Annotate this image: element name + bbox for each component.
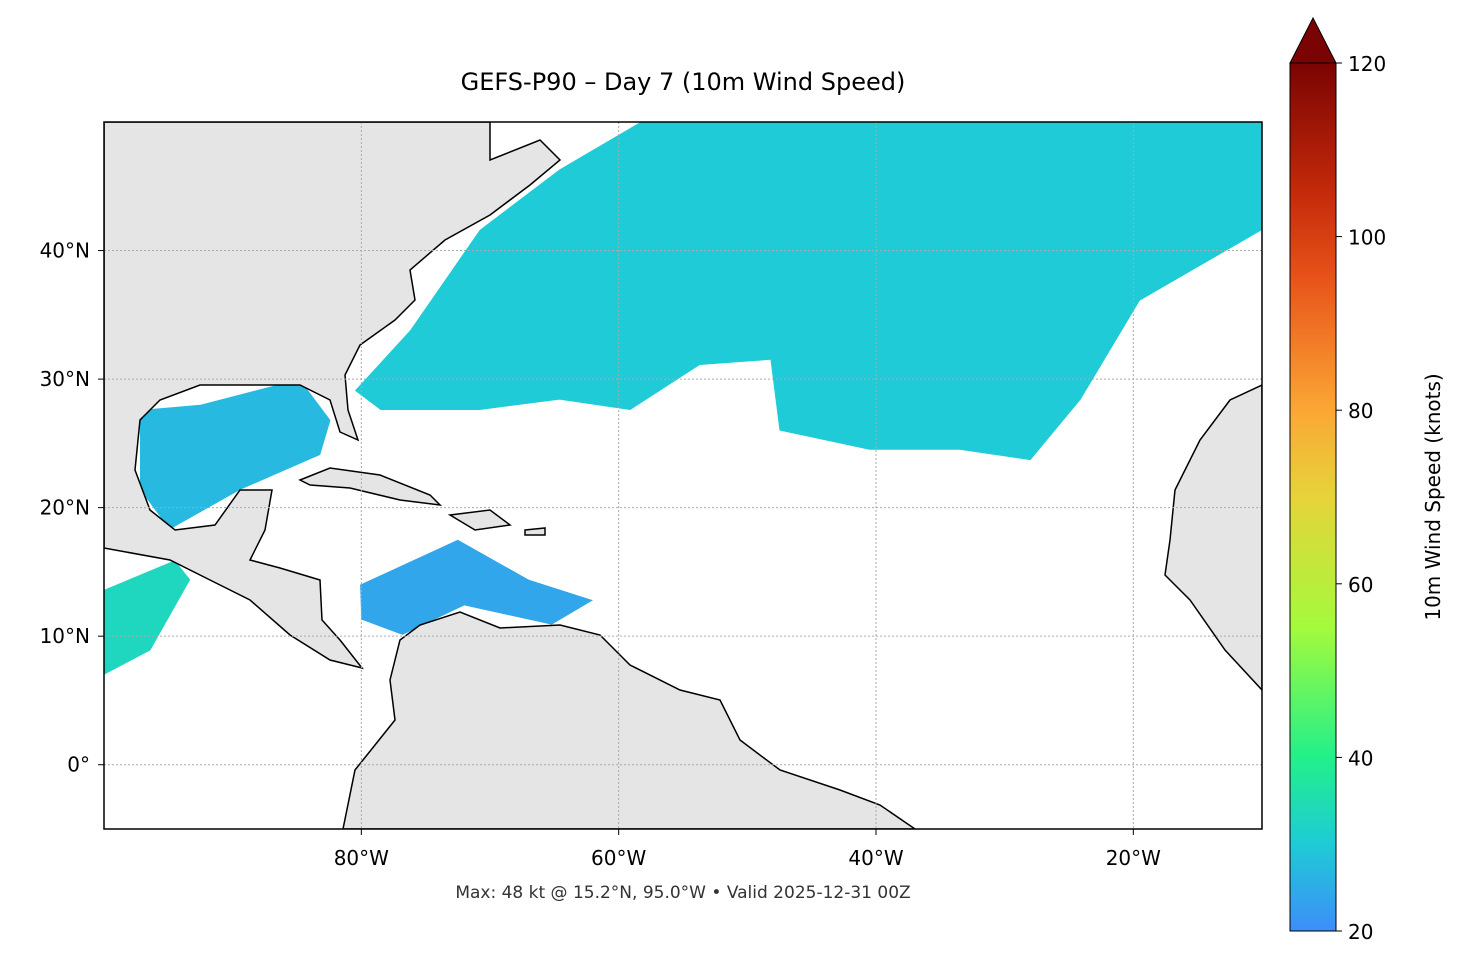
chart-title: GEFS-P90 – Day 7 (10m Wind Speed) — [461, 68, 906, 96]
colorbar-extend — [1289, 16, 1337, 64]
puerto-rico — [524, 527, 546, 536]
colorbar-tick-label: 120 — [1348, 52, 1386, 76]
colorbar-tick-label: 20 — [1348, 920, 1373, 944]
hispaniola — [447, 509, 512, 531]
africa — [1164, 384, 1262, 692]
colorbar-tick-label: 60 — [1348, 573, 1373, 597]
north-america — [104, 122, 562, 670]
wind-area — [360, 539, 593, 635]
y-tick-label: 30°N — [40, 367, 90, 391]
colorbar-tick-label: 100 — [1348, 226, 1386, 250]
grid-layer: 80°W 60°W 40°W 20°W 0° 10°N 20°N 30°N 40°N — [40, 122, 1262, 870]
cuba — [298, 467, 443, 507]
x-tick-label: 20°W — [1106, 846, 1161, 870]
y-tick-label: 0° — [67, 753, 90, 777]
y-tick-label: 40°N — [40, 239, 90, 263]
footer-note: Max: 48 kt @ 15.2°N, 95.0°W • Valid 2025… — [455, 883, 910, 903]
colorbar-label: 10m Wind Speed (knots) — [1421, 373, 1445, 620]
south-america — [342, 611, 917, 829]
wind-area — [104, 560, 191, 675]
land-layer — [104, 122, 1262, 829]
colorbar-tick-label: 80 — [1348, 399, 1373, 423]
x-tick-label: 80°W — [334, 846, 389, 870]
wind-area — [354, 122, 1262, 461]
colorbar: 20 40 60 80 100 120 — [1289, 16, 1386, 944]
wind-area — [140, 379, 331, 530]
colorbar-gradient — [1289, 62, 1337, 932]
y-tick-label: 20°N — [40, 496, 90, 520]
wind-layer — [104, 122, 1262, 675]
x-tick-label: 40°W — [848, 846, 903, 870]
x-tick-label: 60°W — [591, 846, 646, 870]
plot-frame — [103, 121, 1263, 830]
colorbar-tick-label: 40 — [1348, 746, 1373, 770]
y-tick-label: 10°N — [40, 624, 90, 648]
